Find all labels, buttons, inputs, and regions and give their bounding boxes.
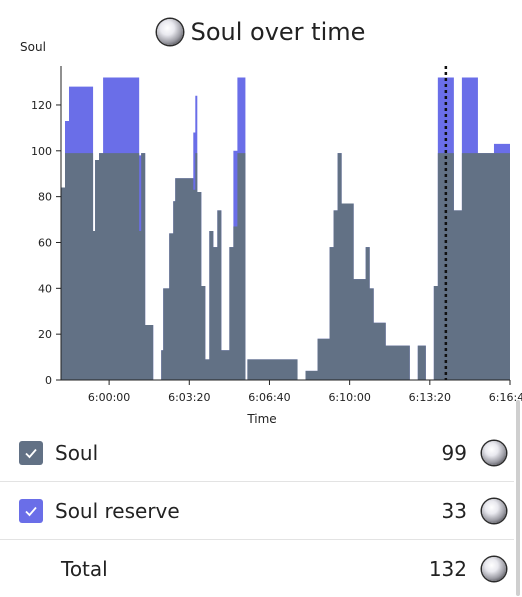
x-tick-label: 6:03:20	[168, 391, 210, 404]
scrollbar[interactable]	[516, 400, 520, 596]
plot-area: 0 20 40 60 80 100 120 6:00:00 6:03:20 6:06:40 6:10…	[31, 66, 522, 404]
soul-orb-icon	[482, 499, 506, 523]
x-tick-label: 6:10:00	[328, 391, 370, 404]
legend-row-total: Total 132	[0, 541, 514, 597]
soul-orb-icon	[156, 19, 183, 45]
chart-title: Soul over time	[190, 18, 366, 46]
y-tick-label: 0	[45, 374, 52, 387]
soul-label: Soul	[55, 441, 99, 465]
x-tick-label: 6:13:20	[409, 391, 451, 404]
x-tick-label: 6:00:00	[88, 391, 130, 404]
chart-title-bar: Soul over time	[0, 14, 522, 50]
total-value: 132	[428, 557, 467, 581]
soul-orb-icon	[482, 557, 506, 581]
y-tick-label: 120	[31, 99, 52, 112]
y-tick-label: 100	[31, 145, 52, 158]
soul-over-time-chart: Soul Time 0 20 40 60 80 100 120 6:00:00 6:03:20 6…	[20, 40, 522, 426]
y-tick-label: 60	[38, 236, 52, 249]
soul-reserve-label: Soul reserve	[55, 499, 180, 523]
x-tick-label: 6:06:40	[248, 391, 290, 404]
y-tick-label: 80	[38, 191, 52, 204]
y-tick-label: 40	[38, 282, 52, 295]
soul-reserve-value: 33	[441, 499, 467, 523]
soul-checkbox[interactable]	[19, 441, 43, 465]
checkmark-icon	[25, 506, 37, 517]
y-tick-label: 20	[38, 328, 52, 341]
x-axis-title: Time	[246, 412, 276, 426]
series-soul-area	[61, 153, 510, 380]
total-label: Total	[61, 557, 108, 581]
legend-row-soul-reserve[interactable]: Soul reserve 33	[0, 483, 514, 540]
checkmark-icon	[25, 448, 37, 459]
y-axis-title: Soul	[20, 40, 46, 54]
soul-orb-icon	[482, 441, 506, 465]
x-tick-label: 6:16:40	[489, 391, 522, 404]
legend-row-soul[interactable]: Soul 99	[0, 425, 514, 482]
soul-value: 99	[441, 441, 467, 465]
soul-reserve-checkbox[interactable]	[19, 499, 43, 523]
